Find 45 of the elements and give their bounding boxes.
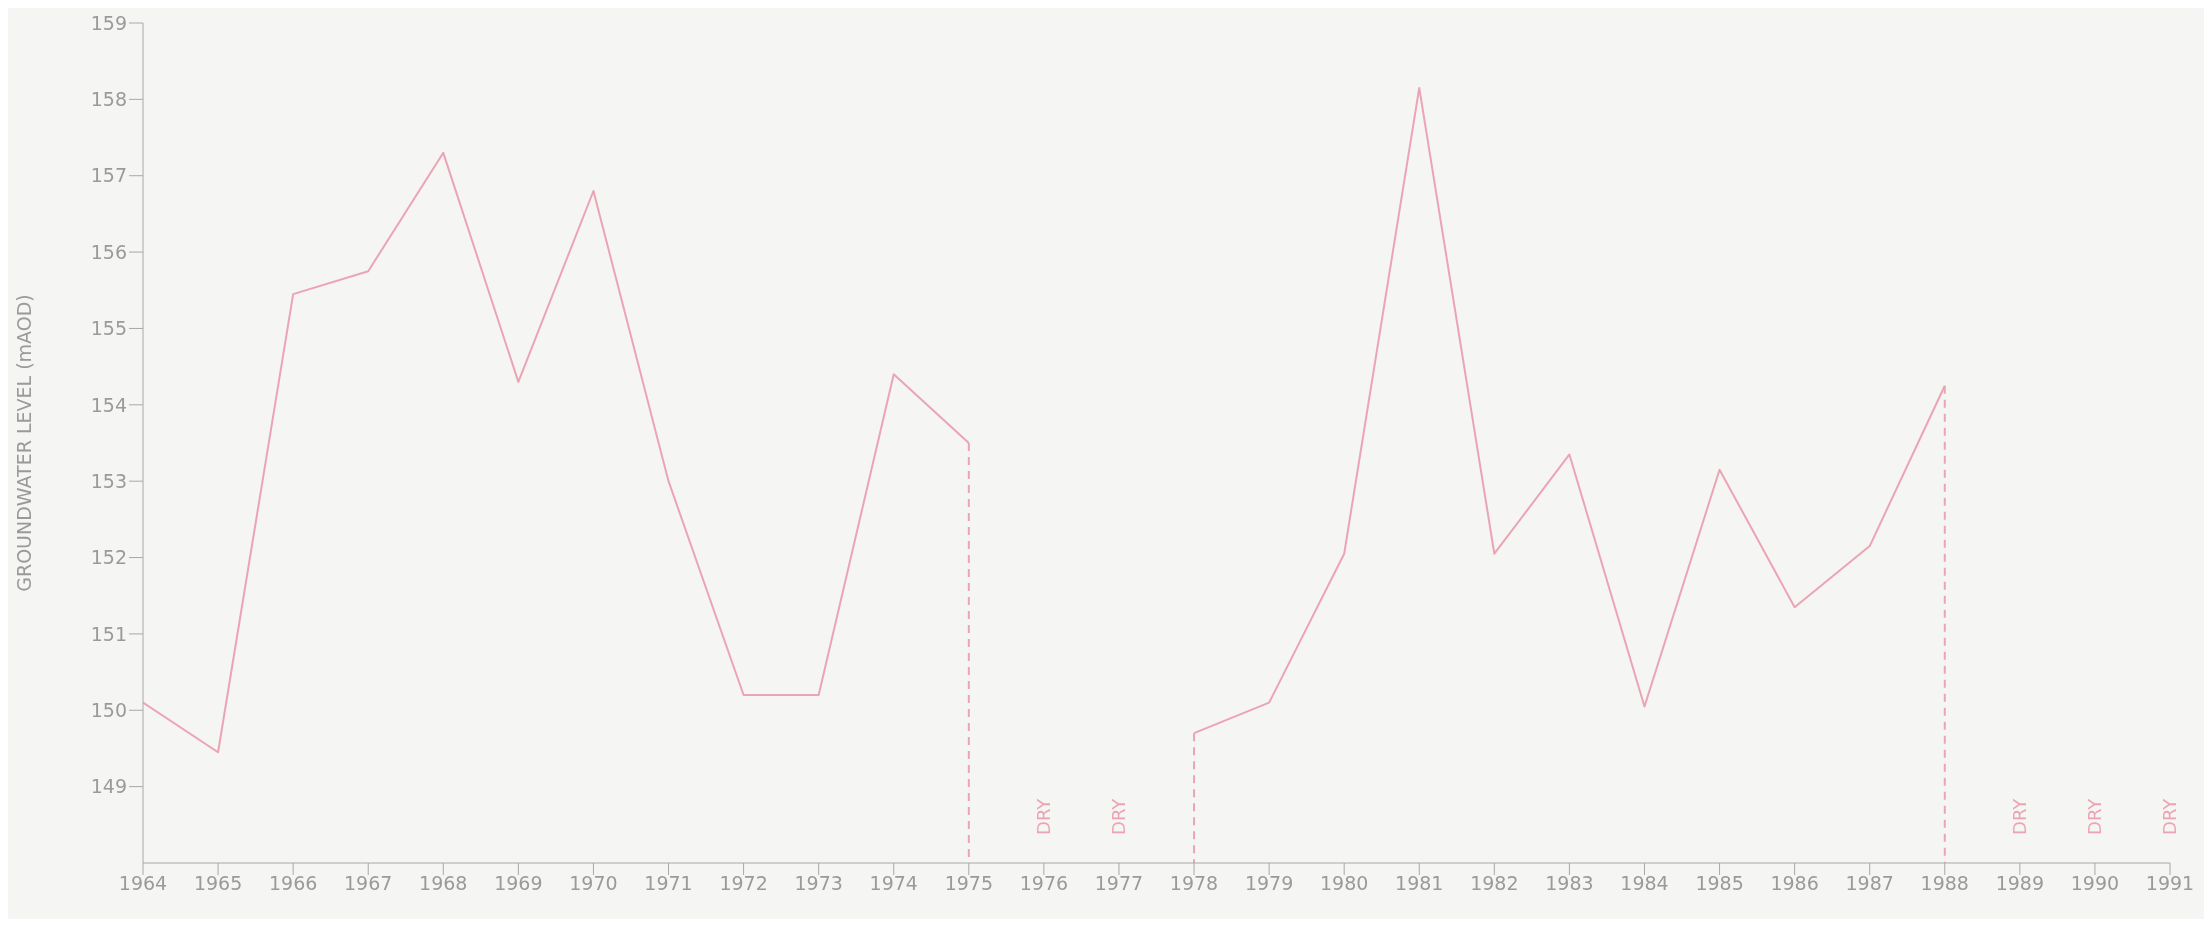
x-tick-label: 1978 (1169, 872, 1219, 895)
x-tick-label: 1976 (1019, 872, 1069, 895)
y-tick-label: 152 (90, 546, 127, 569)
annotation: DRY (2084, 797, 2106, 835)
x-tick-label: 1983 (1545, 872, 1594, 895)
x-tick-label: 1991 (2145, 872, 2195, 895)
x-tick-label: 1969 (494, 872, 543, 895)
x-tick-label: 1979 (1244, 872, 1294, 895)
x-tick-label: 1981 (1395, 872, 1444, 895)
x-tick-label: 1984 (1620, 872, 1669, 895)
y-tick-label: 149 (90, 775, 127, 798)
x-tick-label: 1989 (1995, 872, 2045, 895)
x-tick-label: 1975 (944, 872, 993, 895)
x-tick-label: 1965 (193, 872, 243, 895)
x-tick-label: 1982 (1470, 872, 1519, 895)
annotation: DRY (1108, 797, 1130, 835)
x-tick-label: 1977 (1094, 872, 1144, 895)
y-tick-label: 159 (90, 11, 127, 34)
x-tick-label: 1980 (1320, 872, 1369, 895)
y-tick-label: 154 (90, 393, 127, 416)
x-tick-label: 1967 (344, 872, 393, 895)
y-tick-label: 153 (90, 469, 127, 492)
x-tick-label: 1971 (644, 872, 693, 895)
x-tick-label: 1964 (118, 872, 168, 895)
x-tick-label: 1990 (2070, 872, 2120, 895)
x-tick-label: 1970 (569, 872, 618, 895)
x-tick-label: 1973 (794, 872, 843, 895)
x-tick-label: 1966 (268, 872, 318, 895)
y-axis-title: GROUNDWATER LEVEL (mAOD) (12, 294, 35, 592)
x-tick-label: 1968 (419, 872, 468, 895)
x-tick-label: 1972 (719, 872, 768, 895)
annotation: DRY (1033, 797, 1055, 835)
x-tick-label: 1985 (1695, 872, 1744, 895)
y-tick-label: 155 (90, 317, 127, 340)
annotation: DRY (2159, 797, 2181, 835)
y-tick-label: 151 (90, 622, 127, 645)
y-tick-label: 150 (90, 699, 127, 722)
y-tick-label: 157 (90, 164, 127, 187)
y-tick-label: 158 (90, 88, 127, 111)
annotation: DRY (2009, 797, 2031, 835)
x-tick-label: 1986 (1770, 872, 1819, 895)
y-tick-label: 156 (90, 240, 127, 263)
x-tick-label: 1988 (1920, 872, 1969, 895)
x-tick-label: 1974 (869, 872, 918, 895)
x-tick-label: 1987 (1845, 872, 1894, 895)
